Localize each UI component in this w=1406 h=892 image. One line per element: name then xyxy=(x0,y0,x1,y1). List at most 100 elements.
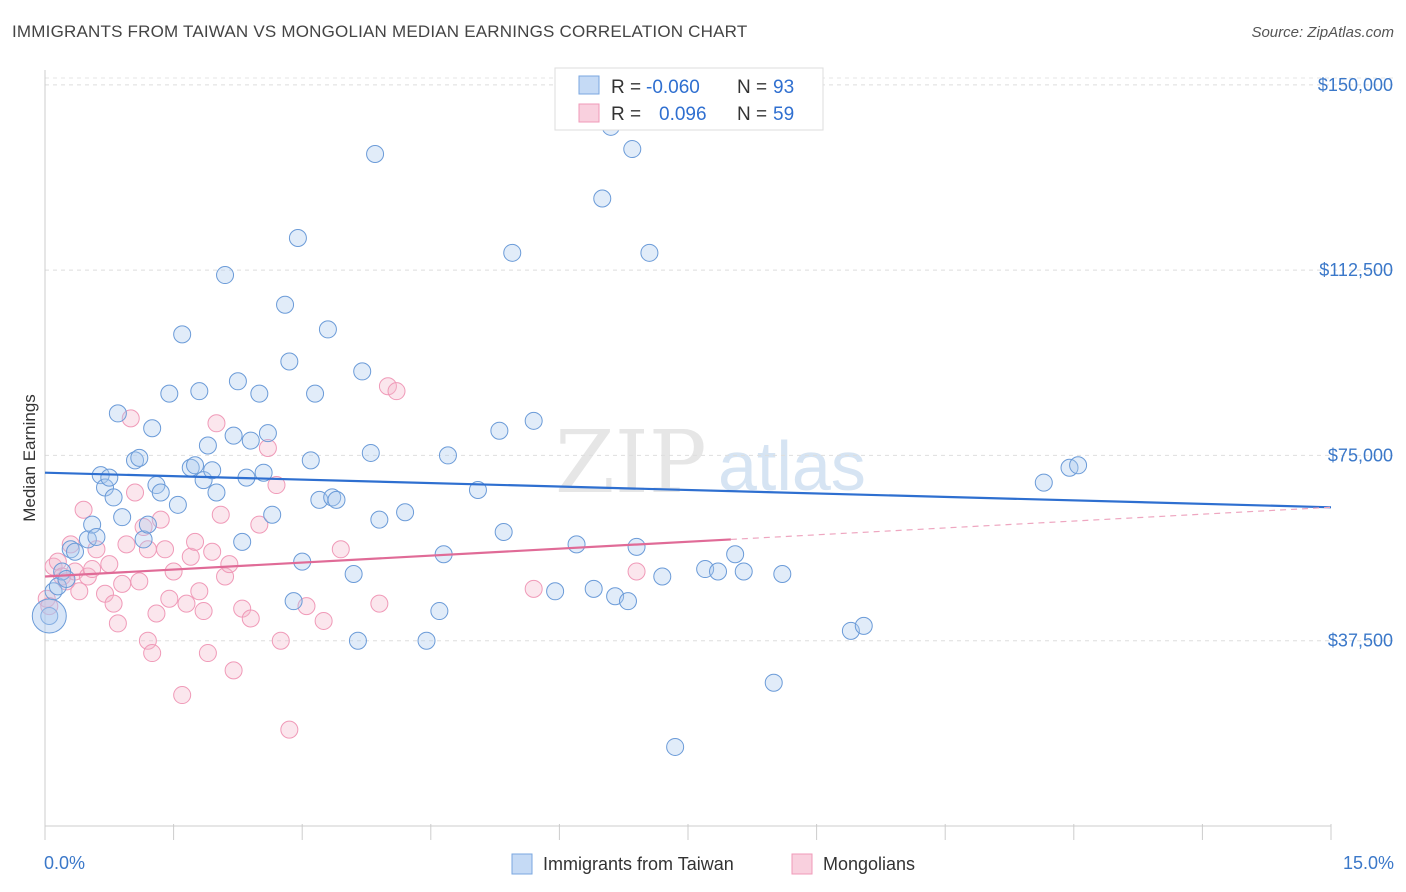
taiwan-point xyxy=(198,436,217,455)
taiwan-point xyxy=(228,372,247,391)
legend-r-label-taiwan: R = xyxy=(611,77,641,98)
taiwan-point xyxy=(567,535,586,554)
mongolians-point xyxy=(280,720,299,739)
y-tick-label: $150,000 xyxy=(1318,75,1393,95)
mongolians-point xyxy=(40,597,59,616)
taiwan-point xyxy=(173,325,192,344)
mongolians-point xyxy=(173,686,192,705)
mongolians-point xyxy=(267,476,286,495)
mongolians-point xyxy=(74,500,93,519)
trend-lines xyxy=(44,471,1332,578)
legend-swatch-taiwan xyxy=(578,75,600,95)
taiwan-point xyxy=(138,515,157,534)
taiwan-point xyxy=(113,508,132,527)
taiwan-point xyxy=(584,579,603,598)
legend-r-value-mongolians: 0.096 xyxy=(659,104,707,125)
axes xyxy=(44,70,1332,840)
mongolians-point xyxy=(241,609,260,628)
taiwan-point xyxy=(263,505,282,524)
taiwan-point xyxy=(709,562,728,581)
mongolians-point xyxy=(211,505,230,524)
taiwan-point xyxy=(216,266,235,285)
taiwan-point xyxy=(468,481,487,499)
legend-r-value-taiwan: -0.060 xyxy=(646,77,700,98)
x-tick-label: 15.0% xyxy=(1343,853,1394,873)
bottom-legend-swatch-mongolians xyxy=(791,853,813,875)
mongolians-point xyxy=(70,582,89,601)
taiwan-point xyxy=(1069,456,1088,475)
taiwan-point xyxy=(666,737,685,756)
mongolians-point xyxy=(164,562,183,581)
taiwan-point xyxy=(627,537,646,556)
y-tick-labels: $37,500 $75,000 $112,500 $150,000 xyxy=(1318,75,1393,651)
taiwan-point xyxy=(438,446,457,465)
taiwan-point xyxy=(100,468,119,487)
mongolians-point xyxy=(203,542,222,561)
taiwan-point xyxy=(288,229,307,247)
taiwan-point xyxy=(276,295,295,314)
taiwan-point xyxy=(280,352,299,371)
mongolians-point xyxy=(378,377,397,396)
mongolians-point xyxy=(126,483,145,502)
taiwan-point xyxy=(1034,473,1053,492)
mongolians-point xyxy=(147,604,166,623)
taiwan-point xyxy=(623,140,642,159)
taiwan-point xyxy=(546,582,565,601)
mongolians-point xyxy=(104,594,123,613)
taiwan-points xyxy=(31,117,1088,756)
top-legend: R = -0.060 N = 93 R = 0.096 N = 59 xyxy=(554,67,824,131)
mongolians-point xyxy=(100,555,119,574)
taiwan-point xyxy=(207,483,226,502)
taiwan-point xyxy=(168,495,187,514)
legend-r-label-mongolians: R = xyxy=(611,104,641,125)
taiwan-point xyxy=(130,448,149,467)
taiwan-point xyxy=(348,631,367,650)
taiwan-point xyxy=(306,384,325,403)
y-axis-title: Median Earnings xyxy=(20,394,39,522)
taiwan-point xyxy=(151,483,170,502)
x-tick-labels: 0.0% 15.0% xyxy=(44,853,1394,873)
mongolians-point xyxy=(130,572,149,591)
taiwan-point xyxy=(361,443,380,462)
taiwan-point xyxy=(353,362,372,381)
taiwan-point xyxy=(108,404,127,423)
chart-source: Source: ZipAtlas.com xyxy=(1251,24,1394,41)
bottom-legend-label-taiwan: Immigrants from Taiwan xyxy=(543,854,734,874)
chart-title: IMMIGRANTS FROM TAIWAN VS MONGOLIAN MEDI… xyxy=(12,22,748,41)
watermark-zip: ZIP xyxy=(555,413,707,513)
taiwan-point xyxy=(640,243,659,262)
bottom-legend-label-mongolians: Mongolians xyxy=(823,854,915,874)
taiwan-point xyxy=(773,565,792,583)
taiwan-point xyxy=(490,421,509,440)
mongolians-point xyxy=(108,614,127,633)
x-tick-label: 0.0% xyxy=(44,853,85,873)
mongolians-point xyxy=(48,552,67,571)
mongolians-point xyxy=(177,594,196,613)
taiwan-point xyxy=(143,419,162,438)
mongolians-point xyxy=(143,644,162,663)
taiwan-point xyxy=(66,542,85,561)
taiwan-point xyxy=(224,426,243,445)
taiwan-point xyxy=(726,545,745,564)
mongolians-point xyxy=(271,631,290,650)
legend-swatch-mongolians xyxy=(578,103,600,123)
taiwan-point xyxy=(430,602,449,621)
taiwan-point xyxy=(593,189,612,208)
mongolians-point xyxy=(220,555,239,574)
mongolians-point xyxy=(627,562,646,581)
mongolians-point xyxy=(331,540,350,559)
taiwan-point xyxy=(396,503,415,522)
taiwan-point xyxy=(254,463,273,482)
taiwan-point xyxy=(203,461,222,480)
taiwan-point xyxy=(284,592,303,611)
taiwan-point xyxy=(301,451,320,470)
bottom-legend-swatch-taiwan xyxy=(511,853,533,875)
taiwan-point xyxy=(241,431,260,450)
mongolians-point xyxy=(138,540,157,559)
mongolians-point xyxy=(181,547,200,566)
mongolians-trend-extension xyxy=(730,506,1332,541)
legend-n-value-mongolians: 59 xyxy=(773,104,794,125)
taiwan-point xyxy=(134,530,153,549)
mongolians-point xyxy=(387,382,406,401)
